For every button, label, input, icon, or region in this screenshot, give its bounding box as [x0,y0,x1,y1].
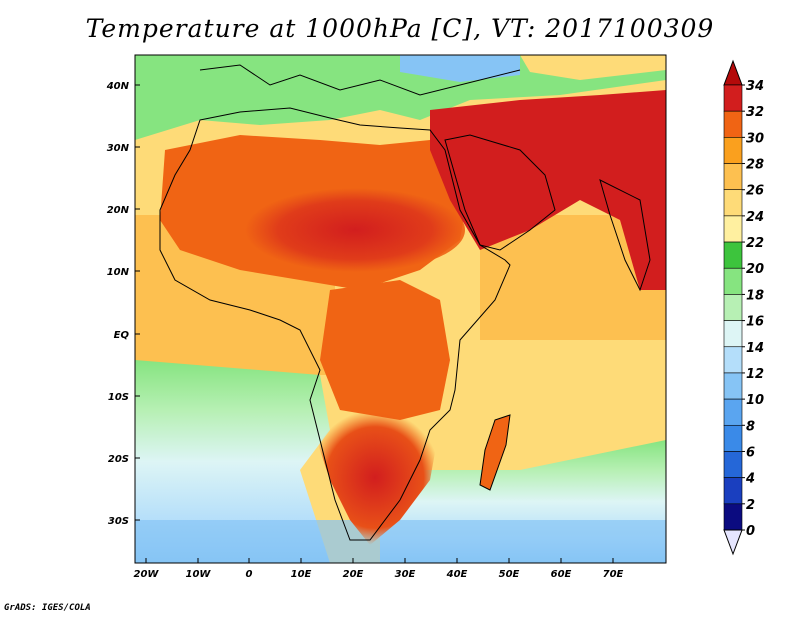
plot-title: Temperature at 1000hPa [C], VT: 20171003… [85,14,715,43]
colorbar-label: 18 [746,288,764,303]
south-atlantic-cool-field [135,360,330,563]
map-field [135,55,666,563]
lon-tick-label: 20W [134,569,160,580]
lat-tick-label: 20S [108,454,129,465]
east-africa-hot-field [320,280,450,420]
arabia-coastline [444,134,556,251]
far-south-field [135,520,666,563]
colorbar-bin [723,372,743,400]
lon-tick-label: 10W [186,569,212,580]
lon-tick-label: 40E [446,569,468,580]
lon-tick-label: 20E [343,569,364,580]
colorbar-bin [723,215,743,243]
colorbar-label: 28 [746,158,764,173]
grads-credit: GrADS: IGES/COLA [4,603,91,613]
lat-tick-label: 10S [108,392,129,403]
colorbar-label: 4 [745,472,755,487]
africa-coastline [159,107,511,541]
colorbar-label: 2 [746,498,755,513]
europe-coastline [199,64,521,96]
lat-tick-label: EQ [114,330,130,341]
colorbar-label: 14 [746,341,764,356]
colorbar-bin [723,163,743,191]
colorbar-bin [723,398,743,426]
colorbar-bin [723,346,743,374]
colorbar-label: 10 [746,393,764,408]
colorbar-bin [723,294,743,321]
colorbar-label: 6 [746,445,755,460]
colorbar-bin [723,84,743,112]
sahel-core-field [245,188,465,272]
madagascar-field [480,415,510,490]
colorbar-label: 0 [746,524,755,539]
colorbar-bin [723,451,743,478]
lon-tick-label: 60E [551,569,572,580]
madagascar-coastline [479,414,511,491]
lon-tick-label: 50E [499,569,520,580]
colorbar-label: 16 [746,315,764,330]
lon-tick-label: 0 [246,569,253,580]
southern-africa-hot-field [310,410,440,545]
lon-tick-label: 70E [603,569,624,580]
caspian-region-field [520,55,666,80]
lon-tick-label: 30E [395,569,416,580]
latitude-axis: 40N 30N 20N 10N EQ 10S 20S 30S [106,81,140,527]
plot-frame [134,54,667,564]
colorbar-bin [723,477,743,505]
colorbar-label: 20 [746,262,764,277]
colorbar-label: 32 [746,105,764,120]
arabia-hot-field [430,90,666,290]
colorbar-bin [723,137,743,164]
colorbar-bin [723,110,743,138]
black-sea-field [400,55,520,82]
colorbar-label: 22 [746,236,764,251]
indian-ocean-cool-field [430,340,666,450]
colorbar-bin [723,503,743,531]
lat-tick-label: 30S [108,516,129,527]
colorbar-bin [723,320,743,348]
lon-tick-label: 10E [291,569,312,580]
colorbar-label: 30 [746,131,764,146]
colorbar-label: 8 [746,419,755,434]
colorbar-bin [723,424,743,452]
lat-tick-label: 40N [106,81,130,92]
colorbar-upper-arrow [723,59,743,86]
colorbar-bin [723,267,743,295]
colorbar-lower-arrow [723,529,743,556]
lat-tick-label: 30N [107,143,130,154]
colorbar-label: 12 [746,367,764,382]
colorbar-label: 34 [746,79,764,94]
colorbar-label: 26 [746,184,764,199]
longitude-axis: 20W 10W 0 10E 20E 30E 40E 50E 60E 70E [134,558,624,580]
europe-cool-field [135,55,666,140]
lat-tick-label: 10N [107,267,130,278]
india-coastline [599,179,651,292]
colorbar-bin [723,189,743,217]
lat-tick-label: 20N [107,205,130,216]
colorbar-bin [723,241,743,269]
colorbar-label: 24 [746,210,764,225]
